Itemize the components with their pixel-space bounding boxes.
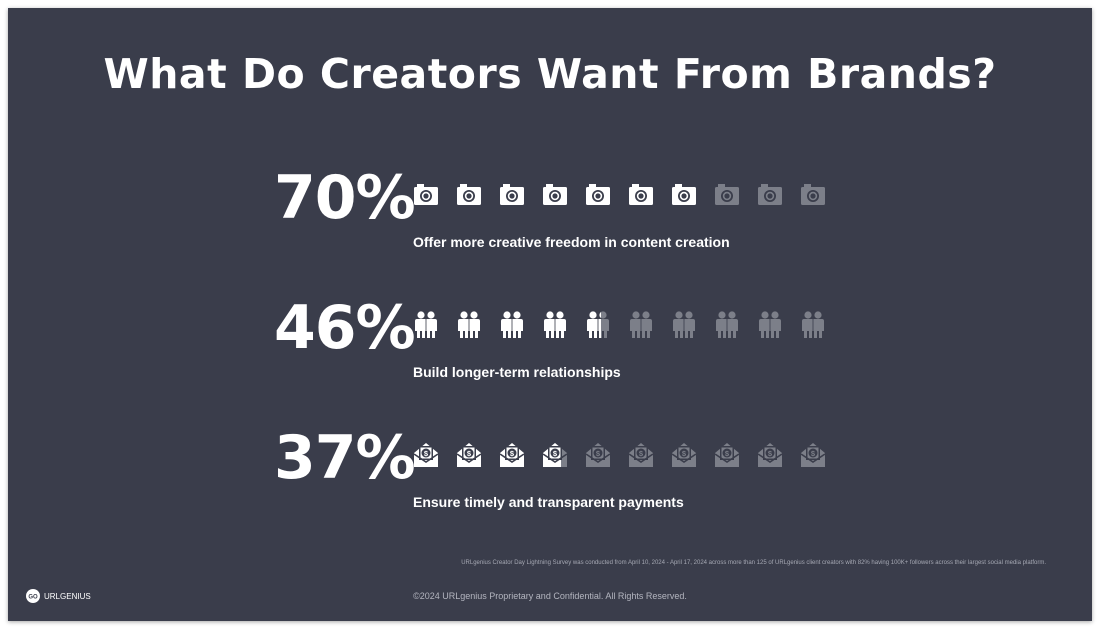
survey-source-note: URLgenius Creator Day Lightning Survey w…: [461, 560, 1046, 566]
money-envelope-icon: $: [755, 440, 785, 470]
money-envelope-icon: $: [669, 440, 699, 470]
stat-percent: 37%: [274, 423, 416, 493]
stat-row-payments: 37% $ $ $ $ $: [8, 428, 1092, 538]
camera-icon: [583, 180, 613, 210]
camera-icon: [454, 180, 484, 210]
people-icon: [411, 310, 441, 340]
svg-text:$: $: [424, 449, 429, 458]
camera-icon: [626, 180, 656, 210]
svg-text:$: $: [811, 449, 816, 458]
camera-icon: [712, 180, 742, 210]
money-envelope-icon: $: [798, 440, 828, 470]
stat-row-creative-freedom: 70%: [8, 168, 1092, 278]
money-envelope-icon: $: [411, 440, 441, 470]
people-icon: [454, 310, 484, 340]
stat-caption: Build longer-term relationships: [413, 364, 621, 380]
camera-icon: [497, 180, 527, 210]
camera-icon: [411, 180, 441, 210]
people-icon: [497, 310, 527, 340]
money-envelope-icon: $: [583, 440, 613, 470]
svg-text:$: $: [510, 449, 515, 458]
svg-text:$: $: [639, 449, 644, 458]
people-icon: [583, 310, 613, 340]
slide-title: What Do Creators Want From Brands?: [103, 50, 997, 98]
people-icon: [626, 310, 656, 340]
stat-percent: 46%: [274, 293, 416, 363]
svg-text:$: $: [725, 449, 730, 458]
stat-caption: Ensure timely and transparent payments: [413, 494, 684, 510]
logo-text: URLGENIUS: [44, 591, 91, 601]
people-icon: [540, 310, 570, 340]
people-icon: [798, 310, 828, 340]
logo-mark-text: GO: [28, 595, 38, 601]
urlgenius-logo: GO URLGENIUS: [26, 589, 91, 603]
money-envelope-icon: $: [712, 440, 742, 470]
svg-text:$: $: [596, 449, 601, 458]
money-envelope-icon: $ $: [540, 440, 570, 470]
people-icon: [712, 310, 742, 340]
svg-text:$: $: [768, 449, 773, 458]
logo-mark-icon: GO: [26, 589, 40, 603]
camera-icon: [755, 180, 785, 210]
copyright-notice: ©2024 URLgenius Proprietary and Confiden…: [413, 591, 687, 601]
camera-icon: [798, 180, 828, 210]
camera-icon: [669, 180, 699, 210]
money-envelope-icon: $: [454, 440, 484, 470]
svg-text:$: $: [467, 449, 472, 458]
people-icon: [669, 310, 699, 340]
money-envelope-icon: $: [497, 440, 527, 470]
stat-percent: 70%: [274, 163, 416, 233]
money-envelope-icon: $: [626, 440, 656, 470]
camera-icon: [540, 180, 570, 210]
svg-text:$: $: [682, 449, 687, 458]
svg-text:$: $: [553, 449, 558, 458]
stat-caption: Offer more creative freedom in content c…: [413, 234, 730, 250]
stat-row-relationships: 46%: [8, 298, 1092, 408]
slide: What Do Creators Want From Brands? 70%: [8, 8, 1092, 621]
people-icon: [755, 310, 785, 340]
